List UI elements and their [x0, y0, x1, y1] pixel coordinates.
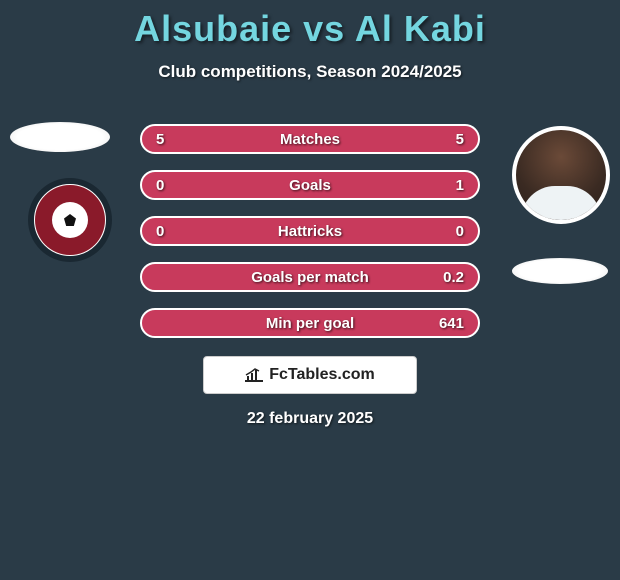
fctables-watermark: FcTables.com: [203, 356, 417, 394]
stat-label: Hattricks: [142, 223, 478, 240]
stat-row-goals: 0 Goals 1: [140, 170, 480, 200]
club-right-placeholder: [512, 258, 608, 284]
stats-container: 5 Matches 5 0 Goals 1 0 Hattricks 0 Goal…: [140, 124, 480, 354]
stat-label: Min per goal: [142, 315, 478, 332]
club-left-badge: [28, 178, 112, 262]
stat-label: Goals: [142, 177, 478, 194]
soccer-ball-icon: [52, 202, 88, 238]
stat-label: Matches: [142, 131, 478, 148]
stat-row-hattricks: 0 Hattricks 0: [140, 216, 480, 246]
club-left-badge-inner: [35, 185, 105, 255]
fctables-label: FcTables.com: [269, 366, 375, 384]
player-right-avatar: [512, 126, 610, 224]
page-title: Alsubaie vs Al Kabi: [0, 0, 620, 50]
subtitle: Club competitions, Season 2024/2025: [0, 62, 620, 82]
stat-row-matches: 5 Matches 5: [140, 124, 480, 154]
bar-chart-icon: [245, 368, 263, 382]
player-left-avatar-placeholder: [10, 122, 110, 152]
stat-label: Goals per match: [142, 269, 478, 286]
stat-row-goals-per-match: Goals per match 0.2: [140, 262, 480, 292]
date-text: 22 february 2025: [0, 410, 620, 428]
stat-row-min-per-goal: Min per goal 641: [140, 308, 480, 338]
